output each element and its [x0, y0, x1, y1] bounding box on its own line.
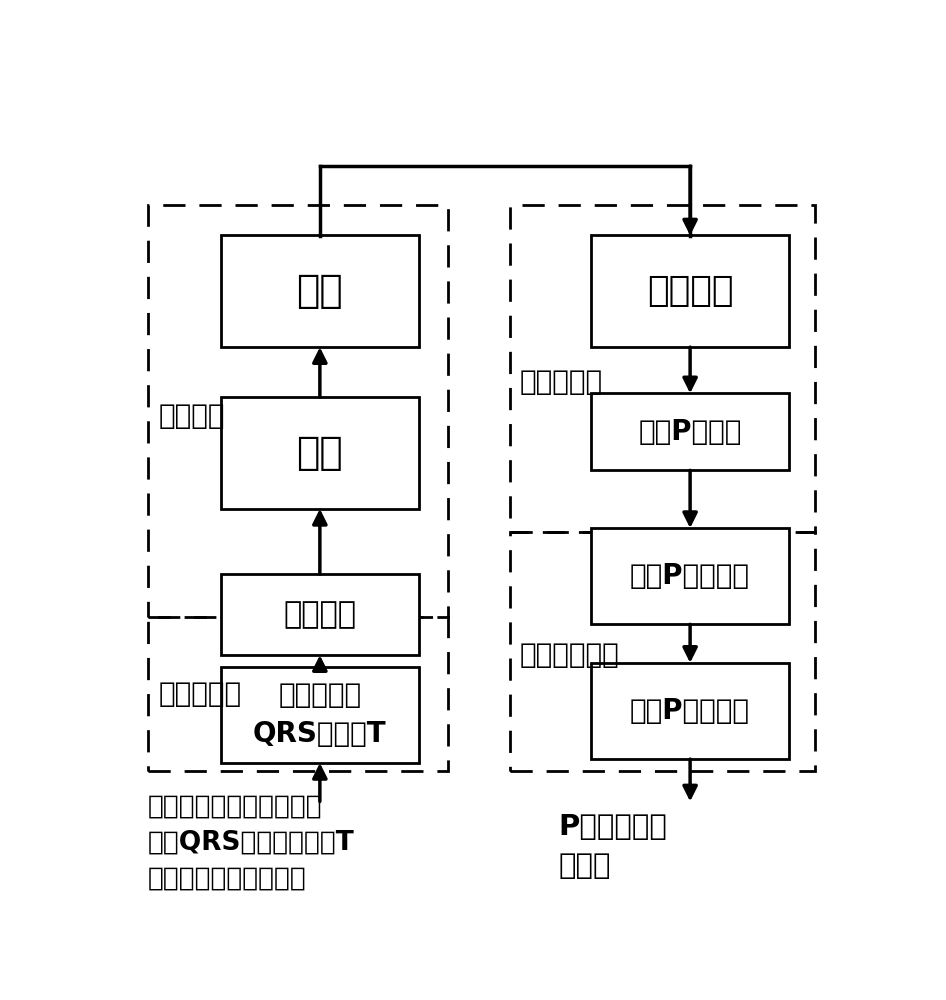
Text: 确定P波峰値点: 确定P波峰値点: [630, 697, 750, 725]
Bar: [591, 528, 789, 624]
Text: 训练: 训练: [296, 434, 343, 472]
Bar: [591, 235, 789, 347]
Text: 后处理模块: 后处理模块: [520, 368, 604, 396]
Text: 规则推理模块: 规则推理模块: [520, 641, 620, 669]
Bar: [148, 617, 448, 771]
Text: 确定P波起止点: 确定P波起止点: [630, 562, 750, 590]
Text: 分类模块: 分类模块: [159, 402, 225, 430]
Bar: [511, 205, 815, 532]
Bar: [591, 393, 789, 470]
Bar: [220, 235, 419, 347]
Text: 结果合并: 结果合并: [647, 274, 733, 308]
Bar: [148, 205, 448, 617]
Bar: [220, 667, 419, 763]
Text: P波起止点及
峰値点: P波起止点及 峰値点: [558, 813, 667, 880]
Text: 经过滤波和基线调整且已
提取QRS波的起止点和T
波起止点的心电图信号: 经过滤波和基线调整且已 提取QRS波的起止点和T 波起止点的心电图信号: [148, 794, 355, 892]
Bar: [591, 663, 789, 759]
Text: 测试: 测试: [296, 272, 343, 310]
Bar: [220, 397, 419, 509]
Text: 用基线替换
QRS波及波T: 用基线替换 QRS波及波T: [253, 681, 387, 748]
Text: 前处理模块: 前处理模块: [159, 680, 241, 708]
Bar: [220, 574, 419, 655]
Text: 数据组织: 数据组织: [284, 600, 357, 629]
Bar: [511, 532, 815, 771]
Text: 确定P波范围: 确定P波范围: [639, 418, 742, 446]
